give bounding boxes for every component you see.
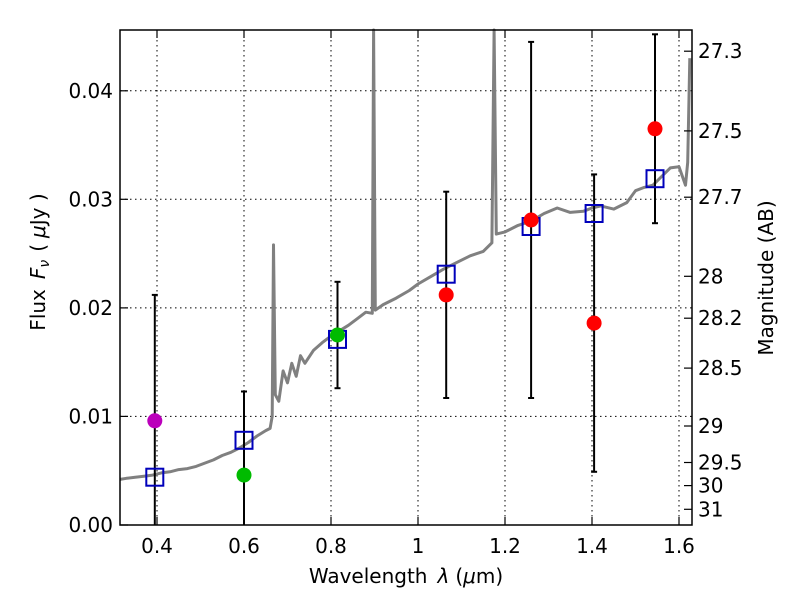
observed-point [236,467,252,483]
magnitude-axis-title: Magnitude (AB) [754,200,778,355]
model-point [436,264,456,284]
model-point [584,204,604,223]
magnitude-tick-label: 28.5 [698,356,743,380]
x-tick-label: 0.4 [141,534,173,558]
y-tick-label: 0.03 [68,187,113,211]
observed-point [147,413,163,429]
y-tick-labels: 0.00 0.01 0.02 0.03 0.04 [68,79,113,537]
model-point [645,169,665,189]
error-bars [151,33,658,525]
y-tick-label: 0.01 [68,404,113,428]
x-tick-label: 0.6 [228,534,260,558]
magnitude-tick-label: 28 [698,264,723,288]
x-tick-label: 1.2 [489,534,521,558]
x-tick-label: 1.4 [576,534,608,558]
axis-ticks [120,30,692,526]
x-tick-label: 1 [412,534,425,558]
model-points [145,169,665,487]
x-axis-title: Wavelength λ (μm) [309,564,503,588]
observed-point [647,121,663,137]
magnitude-tick-label: 31 [698,497,723,521]
observed-point [586,315,602,331]
x-tick-labels: 0.4 0.6 0.8 1 1.2 1.4 1.6 [141,534,695,558]
plot-frame [119,29,693,526]
magnitude-tick-label: 29.5 [698,451,743,475]
y-tick-label: 0.00 [68,513,113,537]
magnitude-tick-label: 27.7 [698,185,743,209]
magnitude-tick-label: 28.2 [698,306,743,330]
x-tick-label: 0.8 [315,534,347,558]
spectrum-line [119,28,692,481]
model-point [145,467,165,487]
y-tick-label: 0.04 [68,79,113,103]
observed-point [330,327,345,343]
model-point [234,430,254,450]
x-tick-label: 1.6 [663,534,695,558]
observed-point [438,287,454,303]
y-tick-label: 0.02 [68,296,113,320]
magnitude-tick-label: 27.5 [698,119,743,143]
magnitude-tick-label: 29 [698,414,723,438]
magnitude-tick-label: 27.3 [698,39,743,63]
grid-lines [120,30,692,526]
y-axis-title: FluxFν(μJy ) [26,193,53,330]
magnitude-tick-label: 30 [698,474,723,498]
observed-point [523,212,539,228]
observed-points [147,121,663,483]
